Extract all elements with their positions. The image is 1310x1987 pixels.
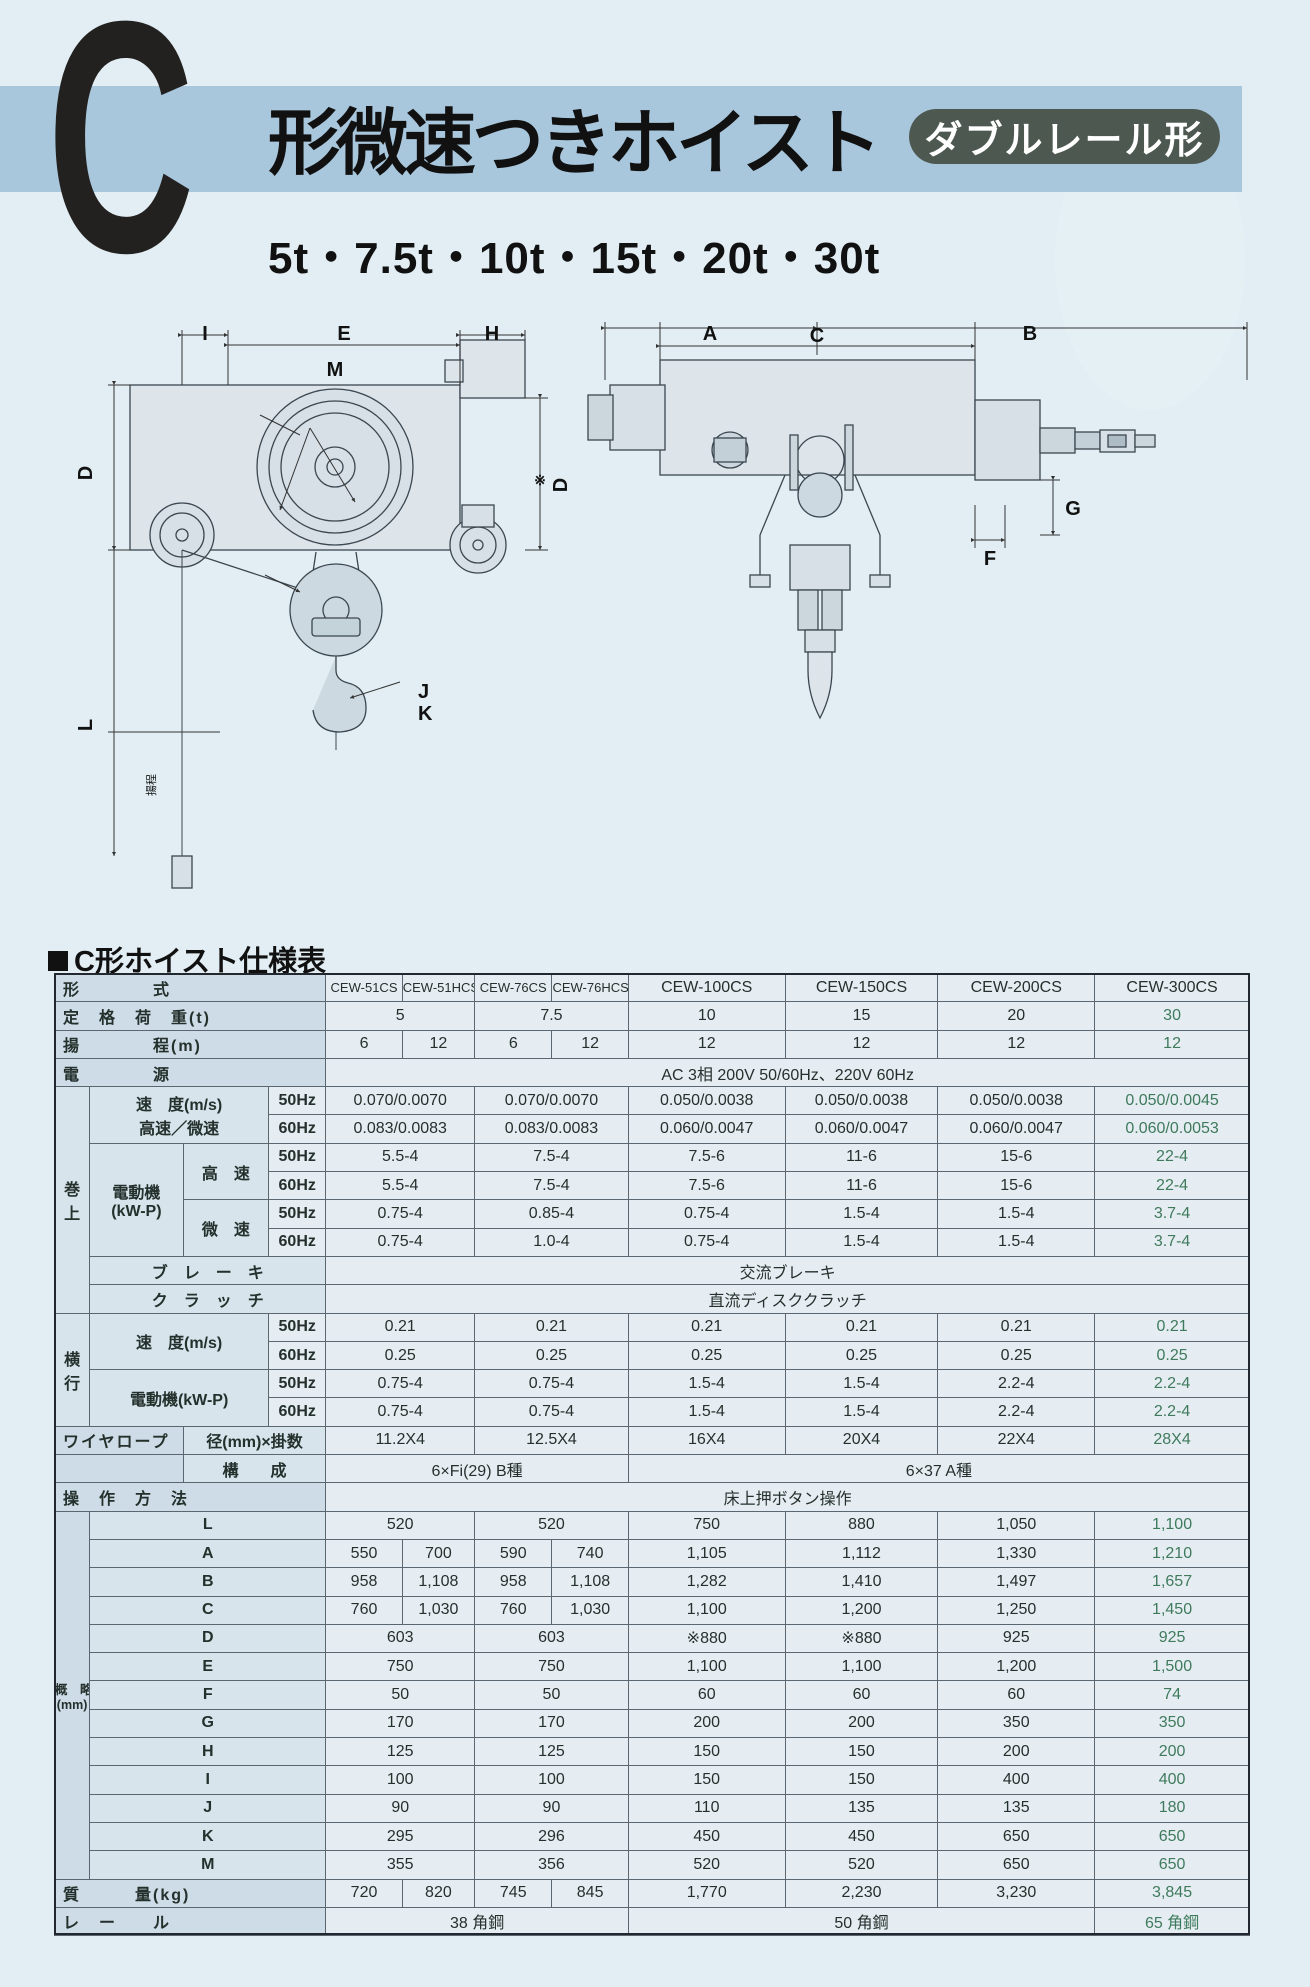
svg-text:M: M	[327, 359, 344, 381]
svg-text:D: D	[75, 466, 97, 480]
svg-text:L: L	[75, 719, 97, 731]
svg-text:E: E	[337, 323, 350, 345]
svg-text:B: B	[1023, 323, 1037, 345]
svg-text:D: D	[550, 478, 572, 492]
svg-text:揚程: 揚程	[145, 774, 158, 796]
svg-text:※: ※	[534, 472, 546, 488]
svg-text:G: G	[1065, 498, 1081, 520]
svg-text:A: A	[703, 323, 717, 345]
svg-text:K: K	[418, 703, 433, 725]
svg-text:J: J	[418, 681, 429, 703]
svg-text:C: C	[810, 325, 824, 347]
svg-text:H: H	[485, 323, 499, 345]
svg-text:I: I	[202, 323, 208, 345]
svg-text:F: F	[984, 548, 996, 570]
